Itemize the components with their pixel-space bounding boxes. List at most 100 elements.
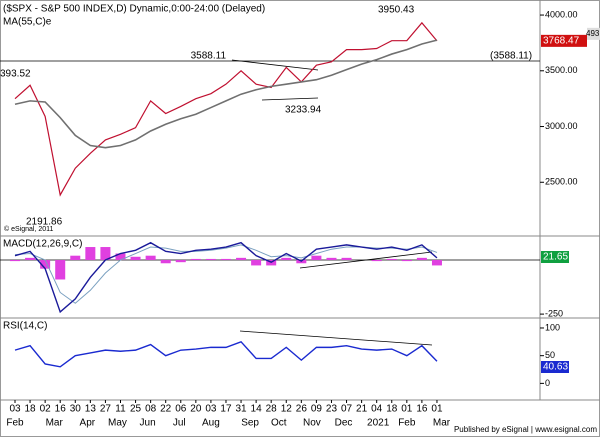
copyright: © eSignal, 2011: [4, 225, 54, 233]
x-tick-label: 02: [40, 404, 52, 415]
x-tick-label: 28: [266, 404, 278, 415]
histogram-bar: [311, 255, 322, 261]
y-tick-label: 2500.00: [545, 177, 578, 187]
x-tick-label: 01: [401, 404, 413, 415]
x-tick-label: 30: [70, 404, 82, 415]
annotation: (3588.11): [490, 51, 532, 62]
histogram-bar: [115, 253, 126, 261]
month-label: Jul: [173, 418, 186, 429]
macd-badge-label: 21.65: [543, 252, 568, 263]
partial-badge: [587, 27, 600, 40]
rsi-badge-label: 40.63: [543, 362, 568, 373]
x-tick-label: 14: [251, 404, 263, 415]
histogram-bar: [175, 260, 186, 263]
histogram-bar: [130, 256, 141, 261]
x-tick-label: 09: [311, 404, 323, 415]
chart-title: ($SPX - S&P 500 INDEX,D) Dynamic,0:00-24…: [3, 4, 265, 15]
month-label: May: [108, 418, 127, 429]
trend-line: [239, 330, 433, 346]
annotation: 3588.11: [191, 51, 227, 62]
x-tick-label: 21: [356, 404, 368, 415]
y-tick-label: 3500.00: [545, 65, 578, 75]
x-tick-label: 01: [431, 404, 443, 415]
x-tick-label: 16: [416, 404, 428, 415]
footer: Published by eSignal | www.esignal.com: [454, 425, 597, 434]
month-label: Dec: [335, 418, 353, 429]
x-tick-label: 22: [160, 404, 172, 415]
histogram-bar: [10, 260, 20, 262]
series-line: [14, 39, 438, 149]
x-tick-label: 17: [220, 404, 232, 415]
price-badge: [541, 34, 587, 47]
y-tick-label: 50: [545, 350, 555, 360]
partial-badge-label: 493: [586, 29, 600, 38]
x-tick-label: 13: [85, 404, 97, 415]
y-tick-label: 4000.00: [545, 9, 578, 19]
annotation: 3950.43: [378, 5, 415, 16]
month-label: Oct: [271, 418, 287, 429]
x-tick-label: 23: [326, 404, 338, 415]
x-tick-label: 27: [100, 404, 112, 415]
annotation: 2191.86: [26, 217, 63, 228]
rsi-badge: [541, 361, 569, 373]
histogram-bar: [416, 257, 427, 261]
histogram-bar: [85, 247, 96, 261]
month-label: Mar: [46, 418, 64, 429]
macd-line: [14, 241, 438, 314]
histogram-bar: [386, 258, 397, 261]
histogram-bar: [431, 260, 442, 266]
month-label: Aug: [202, 418, 220, 429]
histogram-bar: [25, 257, 36, 261]
histogram-bar: [371, 260, 382, 262]
histogram-bar: [55, 260, 66, 280]
macd-label: MACD(12,26,9,C): [3, 239, 82, 250]
x-tick-label: 08: [145, 404, 157, 415]
rsi-line: [14, 341, 438, 368]
histogram-bar: [205, 258, 216, 261]
x-tick-label: 31: [235, 404, 247, 415]
month-label: Feb: [6, 418, 24, 429]
histogram-bar: [341, 257, 352, 261]
month-label: Nov: [303, 418, 321, 429]
month-label: Apr: [80, 418, 96, 429]
trend-line: [261, 97, 319, 101]
x-tick-label: 18: [25, 404, 37, 415]
x-tick-label: 26: [296, 404, 308, 415]
trend-line: [231, 59, 319, 71]
x-tick-label: 03: [205, 404, 217, 415]
histogram-bar: [236, 257, 247, 261]
x-tick-label: 18: [386, 404, 398, 415]
x-tick-label: 25: [130, 404, 142, 415]
histogram-bar: [145, 255, 156, 261]
x-tick-label: 07: [341, 404, 353, 415]
y-tick-label: 3000.00: [545, 121, 578, 131]
month-label: Mar: [433, 418, 451, 429]
histogram-bar: [190, 258, 201, 261]
histogram-bar: [160, 260, 171, 264]
price-badge-label: 3768.47: [543, 36, 580, 47]
histogram-bar: [100, 247, 111, 261]
x-tick-label: 04: [371, 404, 383, 415]
y-tick-label: 100: [545, 322, 560, 332]
histogram-bar: [40, 260, 51, 269]
ma-label: MA(55,C)e: [3, 17, 52, 28]
x-tick-label: 06: [175, 404, 187, 415]
x-tick-label: 12: [281, 404, 293, 415]
series-line: [14, 21, 438, 197]
annotation: 3233.94: [285, 105, 322, 116]
month-label: Feb: [398, 418, 416, 429]
histogram-bar: [281, 257, 292, 261]
y-tick-label: 0: [545, 378, 550, 388]
histogram-bar: [251, 260, 262, 266]
x-tick-label: 16: [55, 404, 67, 415]
macd-badge: [541, 251, 569, 263]
annotation: 393.52: [0, 69, 31, 80]
histogram-bar: [401, 260, 412, 262]
histogram-bar: [220, 258, 231, 261]
month-label: Jun: [140, 418, 156, 429]
x-tick-label: 11: [115, 404, 126, 415]
rsi-label: RSI(14,C): [3, 321, 47, 332]
x-tick-label: 03: [9, 404, 21, 415]
